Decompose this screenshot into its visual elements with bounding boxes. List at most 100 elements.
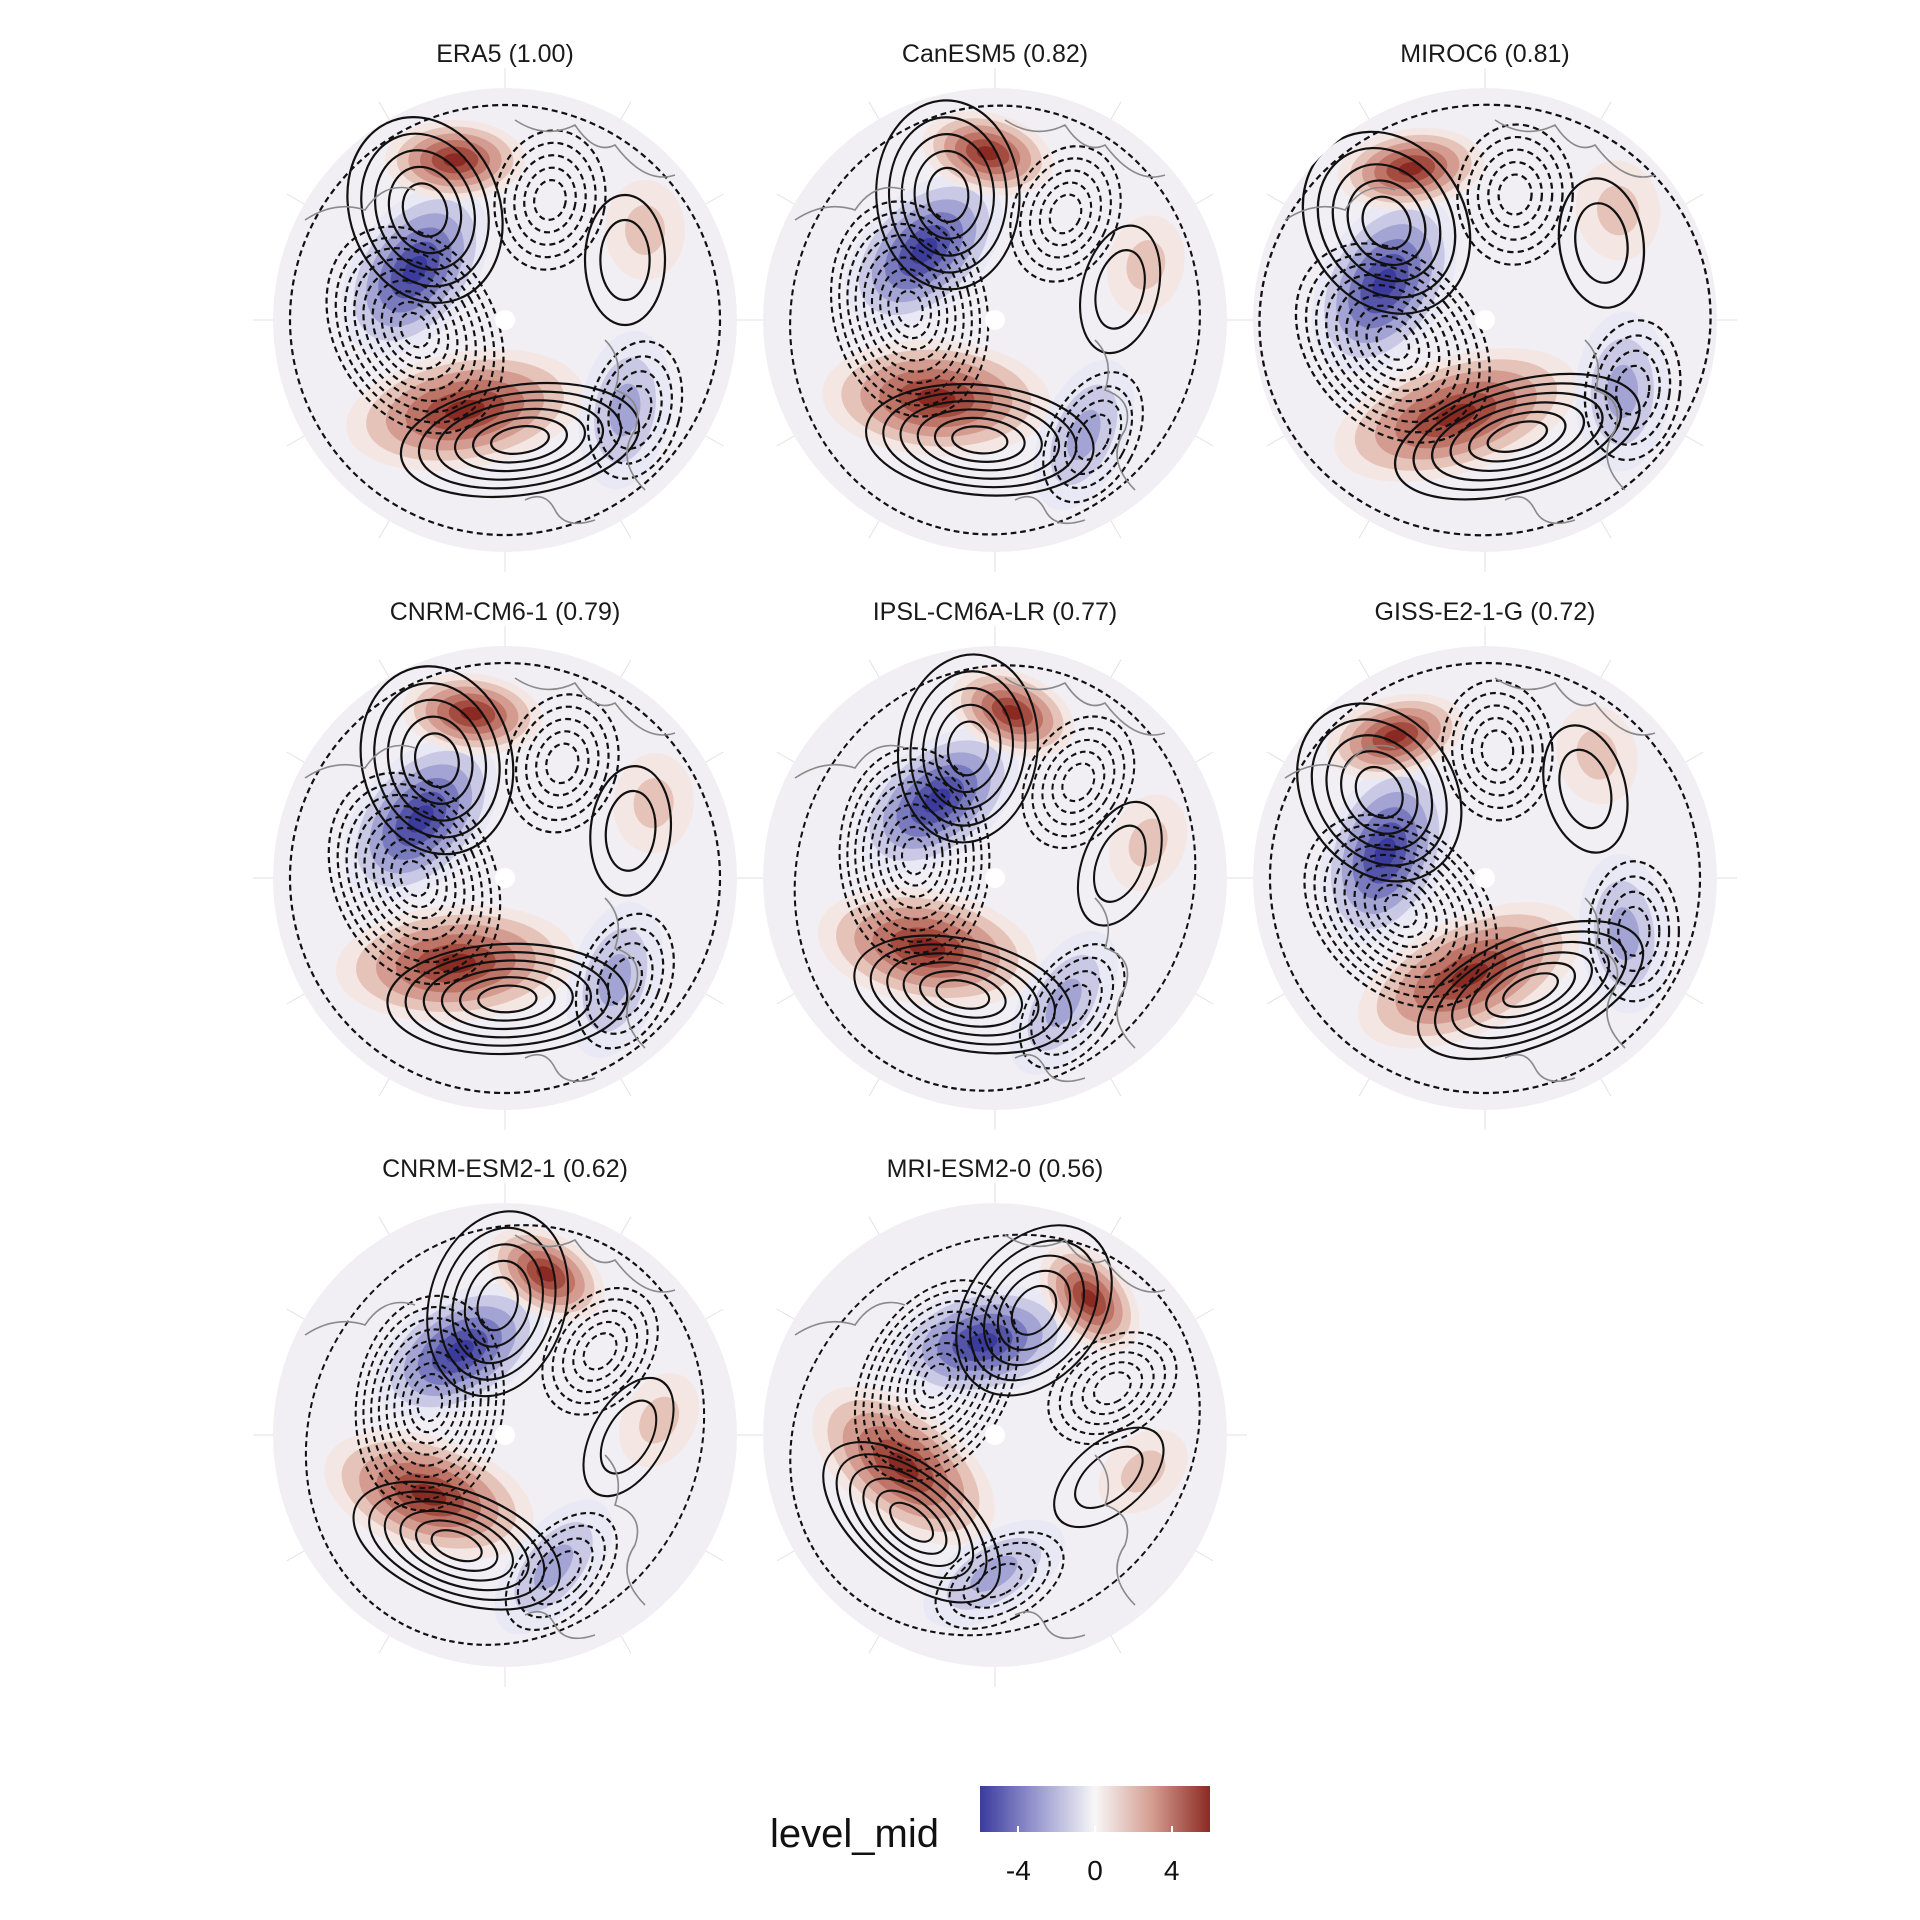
contour-negative [545,742,580,785]
coastline [304,677,676,1083]
contour-positive [451,1243,544,1365]
contour-positive [386,942,629,1056]
contour-negative [493,129,607,271]
panel-title-canesm5: CanESM5 (0.82) [901,40,1089,68]
panel-title-era5: ERA5 (1.00) [436,40,574,68]
contour-positive [822,1441,1001,1604]
contour-negative [572,1320,628,1382]
coastline [794,677,1166,1083]
contour-negative [862,245,957,373]
contour-positive [909,670,1027,827]
contour-negative [523,166,577,234]
contour-negative [896,1331,977,1430]
contour-negative [838,747,991,966]
contour-positive [399,381,641,499]
contour-negative [879,267,941,351]
contour-positive [969,1239,1099,1382]
contour-negative [377,1328,482,1479]
contour-negative [1583,319,1682,462]
anomaly-negative [445,1339,474,1363]
contour-positive [386,698,488,822]
contour-negative [904,1342,969,1420]
colorbar-legend: level_mid -4 0 4 [770,1780,1230,1900]
map-cnrm-esm2-1 [253,1183,757,1687]
contour-negative [345,793,484,964]
contour-negative [401,1361,459,1445]
anomaly-positive [435,953,476,974]
contour-negative [1325,273,1461,413]
coastline [794,119,1166,525]
contour-negative [1607,890,1661,972]
contour-negative [893,825,936,887]
contour-negative [846,222,973,396]
contour-positive [921,686,1014,810]
contour-positive [1296,702,1463,883]
contour-negative [607,370,663,450]
panel-title-cnrm-cm6-1: CNRM-CM6-1 (0.79) [389,598,621,626]
contour-positive [582,1376,675,1498]
contour-positive [875,99,1021,291]
contour-negative [887,278,932,340]
coastline [304,119,676,525]
contour-negative [408,1373,451,1434]
contour-positive [896,653,1039,844]
contour-positive [913,149,983,240]
contour-positive [1486,420,1549,453]
contour-negative [1345,294,1441,392]
contour-negative [1383,893,1418,929]
contour-negative [870,1300,1002,1462]
map-cnrm-cm6-1 [253,626,757,1130]
contour-positive [1076,800,1163,927]
contour-negative [1480,729,1515,772]
contour-negative [399,311,431,349]
contour-negative [1456,123,1574,266]
contour-positive [459,976,556,1022]
contour-negative [1323,833,1478,989]
contour-negative [288,103,722,537]
contour-negative [390,848,439,909]
contour-negative [976,1562,1023,1599]
contour-positive [900,133,995,257]
contour-negative [596,941,654,1021]
contour-negative [1373,883,1428,939]
map-canesm5 [743,68,1247,572]
contour-negative [921,1362,952,1399]
contour-positive [1574,202,1629,284]
contour-negative [1061,762,1096,803]
contour-negative [1365,314,1421,372]
contour-negative [541,1286,659,1416]
contour-positive [955,1224,1113,1397]
contour-negative [535,730,590,797]
contour-negative [1053,385,1134,490]
contour-positive [360,132,490,288]
anomaly-positive [625,205,665,255]
coastline [304,1234,676,1640]
contour-negative [1587,860,1680,1003]
contour-positive [1451,940,1611,1040]
contour-negative [561,1309,639,1394]
contour-negative [1355,304,1431,382]
contour-positive [886,952,1040,1037]
map-era5 [253,68,757,572]
contour-negative [861,780,968,932]
contour-positive [1310,718,1448,867]
contour-positive [1430,391,1604,482]
contour-positive [865,383,1095,497]
contour-negative [1314,263,1471,424]
contour-positive [414,732,460,789]
contour-positive [387,165,463,255]
contour-positive [1094,249,1146,330]
anomaly-negative [923,788,951,813]
contour-negative [895,289,924,329]
contour-negative [304,1224,706,1646]
contour-negative [1476,148,1554,241]
pole-marker [1475,310,1495,330]
map-giss-e2-1-g [1233,626,1737,1130]
contour-negative [962,1552,1037,1609]
contour-positive [889,1501,935,1543]
contour-positive [853,934,1073,1055]
legend-tick-label: 0 [1087,1855,1103,1886]
contour-negative [372,826,457,931]
contour-positive [604,789,657,872]
contour-positive [1542,724,1629,854]
